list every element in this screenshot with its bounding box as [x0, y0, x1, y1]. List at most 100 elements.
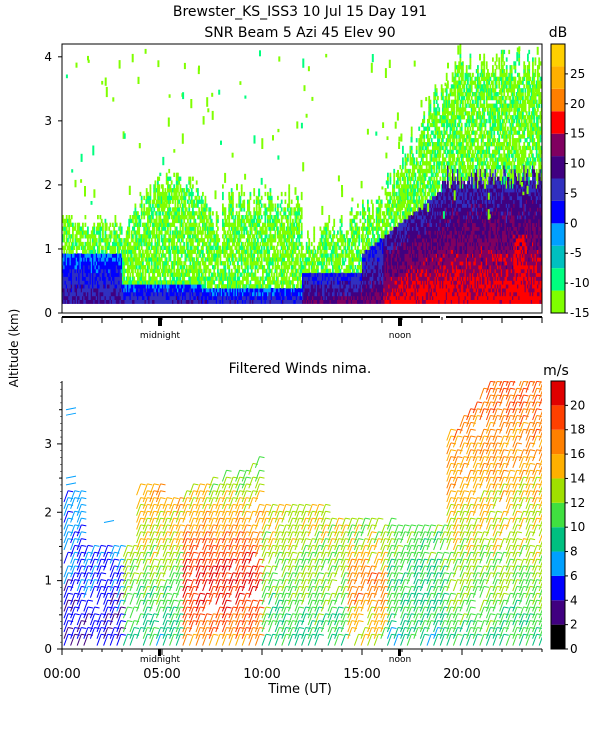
snr-cell — [192, 291, 194, 297]
snr-cell — [240, 253, 243, 258]
snr-cell — [350, 226, 353, 231]
snr-cell — [67, 280, 69, 285]
snr-cell — [208, 268, 211, 274]
snr-cell — [194, 218, 197, 224]
snr-cell — [154, 268, 157, 274]
snr-cell — [67, 299, 69, 304]
snr-cell — [108, 272, 111, 277]
snr-cell — [354, 241, 357, 247]
snr-cell — [238, 199, 241, 204]
snr-cell — [118, 268, 121, 274]
snr-cell — [142, 295, 144, 300]
snr-cell — [343, 291, 346, 297]
snr-cell — [200, 291, 203, 297]
snr-cell — [204, 265, 207, 270]
snr-cell — [168, 299, 171, 304]
snr-cell — [265, 257, 268, 262]
snr-cell — [68, 215, 71, 220]
snr-cell — [102, 234, 104, 239]
snr-cell — [285, 218, 288, 224]
snr-cell — [115, 268, 118, 274]
snr-cell — [182, 215, 184, 220]
snr-cell — [263, 249, 266, 254]
snr-cell — [173, 211, 176, 216]
snr-cell — [138, 226, 141, 231]
snr-cell — [64, 253, 67, 258]
snr-cell — [149, 249, 152, 254]
snr-cell — [267, 195, 269, 201]
snr-cell — [62, 245, 64, 250]
snr-cell — [332, 288, 334, 293]
snr-cell — [334, 257, 337, 262]
snr-cell — [148, 215, 151, 220]
snr-cell — [167, 280, 169, 285]
snr-cell — [207, 291, 209, 297]
snr-cell — [257, 222, 259, 227]
snr-cell — [125, 284, 128, 289]
snr-cell — [165, 280, 168, 285]
snr-cell — [295, 268, 298, 274]
snr-cell — [282, 280, 284, 285]
snr-cell — [192, 238, 194, 243]
snr-cell — [188, 265, 191, 270]
snr-cell — [243, 218, 246, 224]
snr-cell — [178, 284, 181, 289]
snr-cell — [337, 230, 339, 235]
snr-cell — [239, 272, 242, 277]
snr-cell — [248, 253, 251, 258]
snr-cell — [157, 245, 159, 250]
snr-cell — [190, 226, 193, 231]
snr-cell — [243, 222, 246, 227]
snr-cell — [72, 299, 74, 304]
snr-cell — [145, 191, 148, 197]
snr-cell — [264, 241, 267, 247]
snr-cell — [240, 280, 243, 285]
snr-cell — [99, 272, 102, 277]
snr-cell — [139, 222, 142, 227]
snr-cell — [167, 218, 169, 224]
snr-cell — [230, 276, 233, 281]
snr-cell — [225, 234, 228, 239]
snr-cell — [84, 272, 87, 277]
snr-cell — [268, 272, 271, 277]
snr-cell — [309, 272, 312, 277]
snr-cell — [272, 291, 274, 297]
snr-cell — [164, 215, 167, 220]
snr-cell — [87, 261, 89, 266]
snr-cell — [107, 276, 109, 281]
snr-cell — [377, 199, 379, 204]
snr-cell — [349, 257, 352, 262]
snr-cell — [207, 234, 209, 239]
snr-cell — [229, 295, 232, 300]
snr-cell — [270, 207, 273, 212]
snr-cell — [139, 241, 142, 247]
snr-cell — [89, 245, 92, 250]
snr-cell — [218, 245, 221, 250]
snr-cell — [304, 253, 307, 258]
snr-cell — [119, 226, 122, 231]
snr-cell — [372, 203, 374, 208]
snr-cell — [144, 265, 147, 270]
snr-cell — [97, 253, 99, 258]
snr-cell — [93, 249, 96, 254]
snr-cell — [155, 249, 158, 254]
snr-cell — [93, 288, 96, 293]
snr-cell — [252, 241, 254, 247]
snr-cell — [228, 284, 231, 289]
snr-cell — [175, 172, 178, 177]
snr-cell — [154, 241, 157, 247]
snr-cell — [213, 238, 216, 243]
snr-cell — [183, 195, 186, 201]
snr-cell — [174, 291, 177, 297]
snr-cell — [140, 203, 143, 208]
snr-cell — [158, 191, 161, 197]
snr-cell — [212, 238, 214, 243]
snr-cell — [294, 218, 297, 224]
snr-cell — [87, 253, 89, 258]
snr-cell — [64, 245, 67, 250]
snr-cell — [254, 299, 257, 304]
snr-cell — [138, 265, 141, 270]
snr-cell — [287, 284, 289, 289]
snr-cell — [248, 207, 251, 212]
snr-cell — [272, 265, 274, 270]
